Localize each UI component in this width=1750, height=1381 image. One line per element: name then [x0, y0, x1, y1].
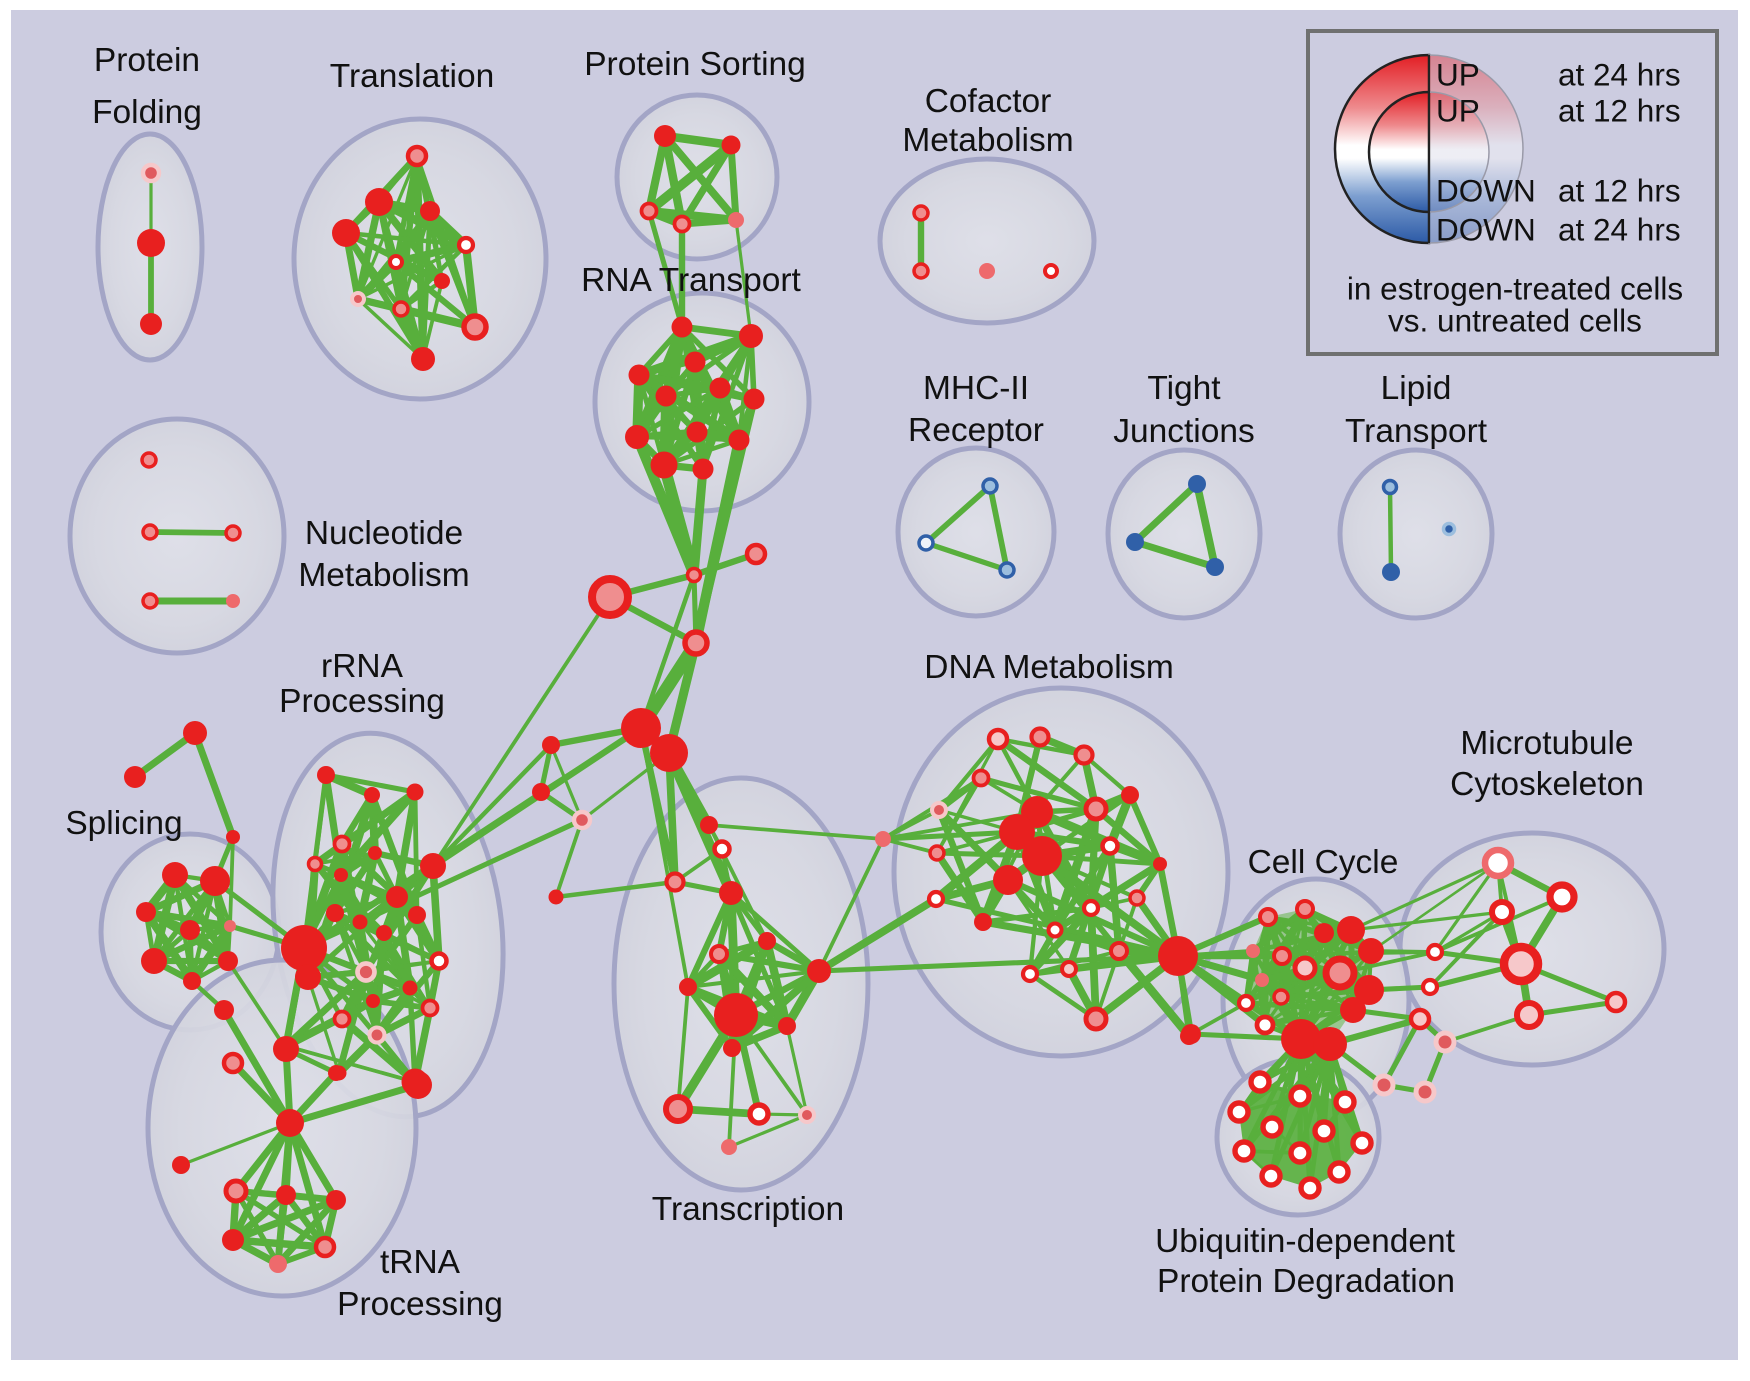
svg-text:Metabolism: Metabolism	[298, 557, 469, 594]
svg-text:Folding: Folding	[92, 94, 202, 131]
svg-text:Lipid: Lipid	[1381, 370, 1452, 407]
svg-text:Translation: Translation	[330, 58, 494, 95]
svg-text:Processing: Processing	[337, 1286, 503, 1323]
svg-text:Protein Degradation: Protein Degradation	[1157, 1263, 1455, 1300]
svg-text:Microtubule: Microtubule	[1460, 725, 1633, 762]
svg-text:MHC-II: MHC-II	[923, 370, 1029, 407]
svg-text:Processing: Processing	[279, 683, 445, 720]
svg-text:DNA Metabolism: DNA Metabolism	[924, 649, 1173, 686]
svg-text:Junctions: Junctions	[1113, 413, 1255, 450]
svg-text:UP: UP	[1436, 92, 1480, 128]
svg-text:at 24 hrs: at 24 hrs	[1558, 56, 1681, 92]
svg-text:Nucleotide: Nucleotide	[305, 515, 463, 552]
svg-text:DOWN: DOWN	[1436, 172, 1536, 208]
svg-text:Receptor: Receptor	[908, 412, 1044, 449]
svg-text:Protein Sorting: Protein Sorting	[584, 46, 806, 83]
svg-text:Tight: Tight	[1147, 370, 1221, 407]
svg-text:Splicing: Splicing	[65, 805, 182, 842]
svg-text:Ubiquitin-dependent: Ubiquitin-dependent	[1155, 1223, 1456, 1260]
svg-text:Transcription: Transcription	[652, 1191, 844, 1228]
svg-text:Metabolism: Metabolism	[902, 122, 1073, 159]
svg-text:RNA Transport: RNA Transport	[581, 262, 801, 299]
svg-text:vs. untreated cells: vs. untreated cells	[1388, 302, 1642, 338]
svg-text:Transport: Transport	[1345, 413, 1488, 450]
svg-text:UP: UP	[1436, 56, 1480, 92]
svg-text:Protein: Protein	[94, 42, 200, 79]
svg-text:Cytoskeleton: Cytoskeleton	[1450, 766, 1644, 803]
svg-text:in estrogen-treated cells: in estrogen-treated cells	[1347, 270, 1683, 306]
svg-text:tRNA: tRNA	[380, 1244, 461, 1281]
svg-text:at 24 hrs: at 24 hrs	[1558, 211, 1681, 247]
svg-text:at 12 hrs: at 12 hrs	[1558, 92, 1681, 128]
svg-text:rRNA: rRNA	[321, 648, 404, 685]
svg-text:Cell Cycle: Cell Cycle	[1248, 844, 1399, 881]
svg-text:DOWN: DOWN	[1436, 211, 1536, 247]
svg-text:at 12 hrs: at 12 hrs	[1558, 172, 1681, 208]
svg-text:Cofactor: Cofactor	[925, 83, 1052, 120]
